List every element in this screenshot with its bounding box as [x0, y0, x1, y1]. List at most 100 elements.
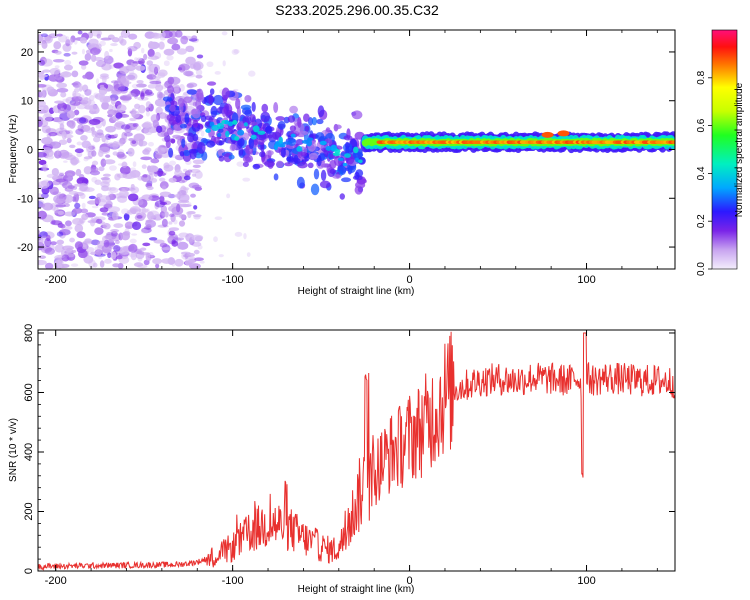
- spectrogram-cell: [120, 124, 131, 130]
- spectrogram-cell: [72, 92, 82, 98]
- spectrogram-cell: [111, 229, 119, 233]
- spectrogram-cell: [38, 237, 44, 246]
- spectrogram-cell: [169, 213, 175, 218]
- spectrogram-cell: [127, 193, 139, 202]
- spectrogram-cell: [98, 254, 103, 259]
- spectrogram-cell: [226, 193, 231, 199]
- spectrogram-cell: [39, 74, 45, 80]
- spectrogram-cell: [44, 247, 56, 255]
- spectrogram-cell: [190, 193, 196, 198]
- spectrogram-cell: [148, 251, 154, 258]
- spectrogram-cell: [63, 64, 74, 71]
- spectrogram-cell: [109, 48, 113, 53]
- spectrogram-cell: [91, 166, 99, 173]
- spectrogram-cell: [192, 159, 205, 165]
- spectrogram-cell: [150, 55, 159, 61]
- spectrogram-cell: [214, 216, 223, 221]
- spectrogram-cell: [101, 222, 109, 228]
- spectrogram-cell: [166, 55, 174, 61]
- spectrogram-cell: [279, 143, 286, 148]
- spectrogram-cell: [56, 33, 63, 37]
- spectrogram-cell: [303, 113, 310, 122]
- spectrogram-cell: [41, 192, 49, 199]
- spectrogram-cell: [177, 97, 185, 107]
- spectrogram-cell: [118, 35, 124, 44]
- spectrogram-cell: [316, 118, 324, 125]
- spectrogram-cell: [181, 35, 193, 40]
- spectrogram-cell: [99, 260, 105, 268]
- spectrogram-cell: [110, 254, 118, 257]
- spectrogram-cell: [84, 89, 92, 96]
- spectrogram-cell: [168, 230, 176, 236]
- spectrogram-cell: [325, 127, 331, 133]
- spectrogram-cell: [89, 217, 96, 227]
- spectrogram-cell: [64, 170, 76, 178]
- spectrogram-cell: [242, 115, 252, 125]
- spectrogram-cell: [352, 151, 364, 159]
- spectrogram-cell: [52, 59, 65, 63]
- spectrogram-cell: [71, 70, 79, 78]
- spectrogram-cell: [38, 59, 46, 66]
- spectrogram-cell: [133, 262, 144, 267]
- spectrogram-cell: [139, 247, 147, 251]
- spectrogram-cell: [155, 84, 164, 92]
- spectrogram-cell: [99, 40, 106, 47]
- spectrogram-cell: [124, 125, 132, 133]
- spectrogram-cell: [121, 208, 130, 215]
- spectrogram-cell: [80, 208, 89, 214]
- spectrogram-cell: [231, 49, 239, 56]
- spectrogram-cell: [213, 136, 220, 144]
- spectrogram-cell: [88, 259, 96, 268]
- spectrogram-cell: [329, 168, 337, 175]
- spectrogram-cell: [42, 69, 51, 73]
- spectrogram-cell: [251, 101, 256, 112]
- spectrogram-cell: [162, 171, 168, 175]
- spectrogram-cell: [320, 169, 327, 182]
- spectrogram-cell: [143, 53, 148, 61]
- spectrogram-cell: [115, 240, 120, 245]
- spectrogram-cell: [358, 159, 363, 164]
- spectrogram-cell: [105, 154, 111, 158]
- spectrogram-cell: [130, 251, 137, 261]
- spectrogram-cell: [186, 211, 192, 216]
- spectrogram-cell: [177, 199, 190, 204]
- spectrogram-cell: [160, 31, 166, 39]
- spectrogram-cell: [121, 187, 129, 191]
- spectrogram-cell: [116, 140, 123, 146]
- spectrogram-cell: [193, 62, 202, 71]
- spectrogram-cell: [61, 254, 70, 262]
- spectrogram-cell: [62, 98, 70, 102]
- spectrogram-cell: [151, 32, 160, 38]
- spectrogram-cell: [64, 154, 76, 161]
- spectrogram-cell: [183, 70, 194, 77]
- spectrogram-cell: [149, 80, 162, 85]
- spectrogram-cell: [221, 31, 228, 36]
- spectrogram-cell: [146, 65, 152, 72]
- spectrogram-cell: [147, 210, 160, 218]
- spectrogram-cell: [221, 87, 230, 100]
- spectrogram-cell: [161, 84, 168, 89]
- spectrogram-cell: [191, 35, 198, 40]
- spectrogram-cell: [77, 124, 84, 132]
- spectrogram-cell: [161, 185, 167, 191]
- spectrogram-cell: [266, 150, 274, 156]
- spectrogram-cell: [185, 56, 196, 65]
- spectrogram-cell: [143, 126, 154, 136]
- spectrogram-cell: [94, 246, 101, 253]
- spectrogram-cell: [41, 137, 53, 145]
- spectrogram-cell: [192, 119, 199, 128]
- spectrogram-cell: [146, 60, 154, 66]
- spectrogram-cell: [290, 157, 301, 165]
- snr-x-tick-label: 0: [407, 575, 413, 587]
- spectrogram-cell: [56, 87, 69, 93]
- spectrogram-cell: [196, 88, 204, 101]
- spectrogram-cell: [46, 86, 55, 93]
- spectrogram-cell: [56, 149, 61, 156]
- spectrogram-cell: [275, 116, 285, 121]
- spectrogram-cell: [82, 74, 88, 79]
- spectrogram-cell: [95, 78, 100, 85]
- spectrogram-cell: [81, 64, 87, 70]
- spectrogram-cell: [174, 169, 183, 177]
- spectrogram-cell: [242, 132, 250, 141]
- spectrogram-cell: [41, 235, 48, 240]
